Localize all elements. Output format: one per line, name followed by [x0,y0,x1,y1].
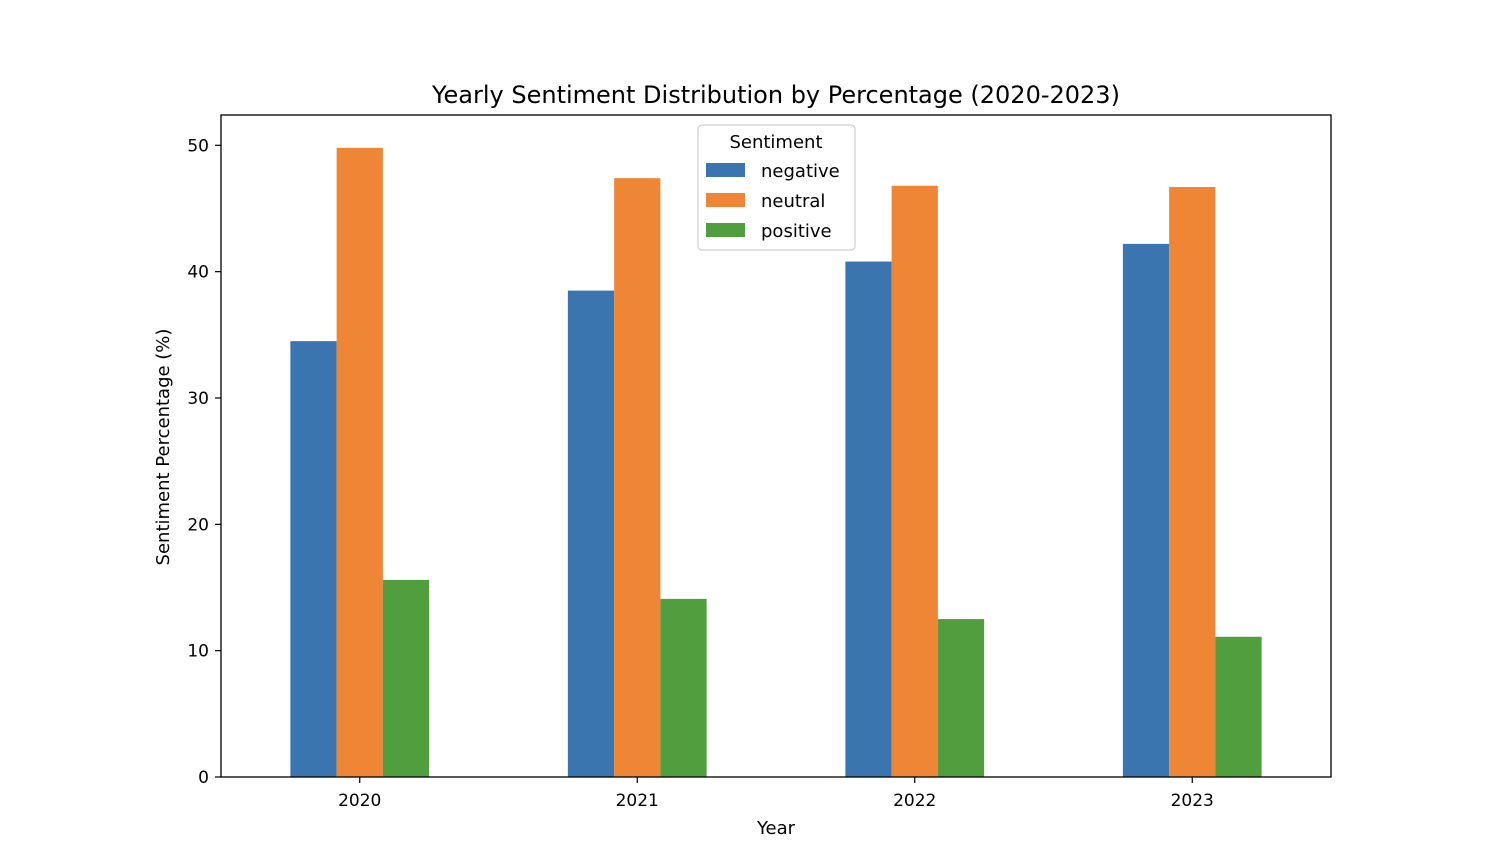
y-tick-label: 10 [187,642,209,662]
y-tick-label: 50 [187,136,209,156]
chart-title: Yearly Sentiment Distribution by Percent… [431,81,1120,109]
bar-negative-2023 [1122,243,1170,777]
bars-layer [290,147,1262,777]
bar-positive-2023 [1215,636,1262,777]
bar-neutral-2022 [891,185,938,777]
y-tick-label: 0 [198,768,209,788]
legend: Sentiment negative neutral positive [697,124,856,251]
y-tick-label: 40 [187,263,209,283]
bar-negative-2020 [290,341,337,777]
legend-label-negative: negative [761,161,840,182]
bar-neutral-2023 [1169,187,1216,777]
legend-title: Sentiment [729,132,822,153]
x-axis: 2020 2021 2022 2023 [338,777,1214,811]
bar-negative-2021 [567,290,615,777]
x-tick-label: 2020 [338,791,381,811]
legend-label-positive: positive [761,221,832,242]
legend-swatch-positive [706,223,745,237]
x-tick-label: 2021 [616,791,659,811]
bar-negative-2022 [845,261,892,777]
bar-neutral-2020 [336,147,383,777]
y-tick-label: 30 [187,389,209,409]
bar-neutral-2021 [614,178,661,777]
legend-swatch-negative [706,163,745,177]
legend-box [697,124,856,251]
x-tick-label: 2022 [893,791,936,811]
bar-positive-2022 [937,619,985,777]
x-axis-label: Year [756,818,796,839]
plot-frame [220,114,1332,778]
x-tick-label: 2023 [1171,791,1214,811]
y-tick-label: 20 [187,515,209,535]
legend-items: negative neutral positive [706,161,840,242]
legend-label-neutral: neutral [761,191,825,212]
y-axis: 0 10 20 30 40 50 [187,136,221,788]
bar-positive-2020 [382,579,430,777]
bar-positive-2021 [660,598,707,777]
legend-swatch-neutral [706,193,745,207]
y-axis-label: Sentiment Percentage (%) [153,329,174,566]
